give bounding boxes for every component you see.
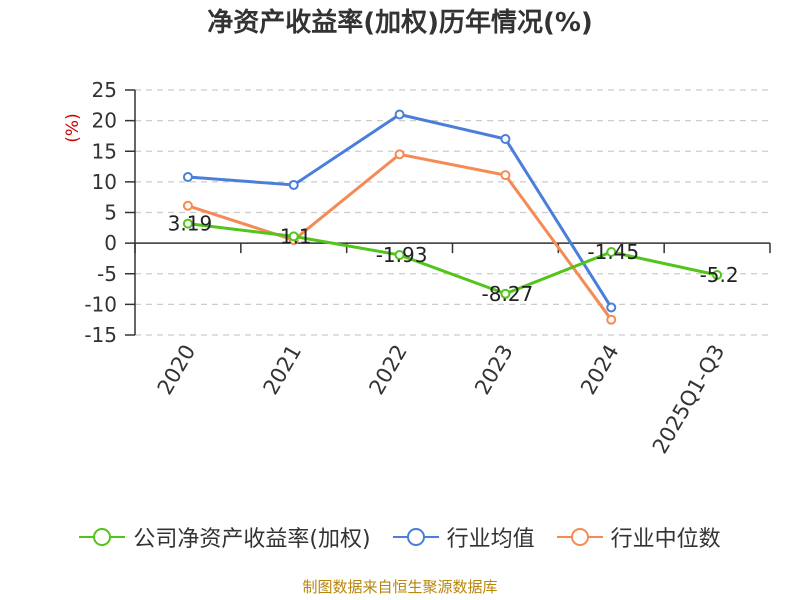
data-label: -5.2: [700, 263, 739, 287]
y-tick-label: 5: [104, 201, 117, 225]
data-point[interactable]: [606, 302, 617, 313]
data-point[interactable]: [500, 288, 511, 299]
legend-marker-icon: [79, 528, 126, 546]
y-tick-label: 20: [92, 109, 117, 133]
y-axis-label: (%): [63, 113, 83, 142]
data-point[interactable]: [182, 171, 193, 182]
axes: 25 20 15 10 5 0 -5 -10 -15 2020 2021 2022 2023 2024 20…: [84, 78, 771, 458]
legend-label: 行业均值: [446, 527, 535, 552]
legend-label: 行业中位数: [610, 527, 721, 552]
series-line: [187, 222, 718, 296]
data-label: 3.19: [168, 212, 213, 236]
chart-title: 净资产收益率(加权)历年情况(%): [207, 8, 593, 38]
legend-marker-icon: [392, 528, 439, 546]
series-lines: [182, 109, 723, 325]
data-point[interactable]: [712, 269, 723, 280]
x-tick-label: 2020: [153, 341, 201, 399]
legend-item[interactable]: 行业均值: [392, 521, 535, 553]
grid-lines: [135, 89, 770, 336]
legend-marker-icon: [556, 528, 603, 546]
source-note: 制图数据来自恒生聚源数据库: [302, 578, 498, 596]
data-point[interactable]: [288, 179, 299, 190]
legend-item[interactable]: 行业中位数: [556, 521, 721, 553]
data-label: -1.45: [587, 240, 639, 264]
data-point[interactable]: [394, 149, 405, 160]
data-label: -1.93: [376, 243, 428, 267]
data-label: 1.1: [280, 224, 312, 248]
y-tick-label: -5: [97, 262, 117, 286]
y-tick-label: -10: [84, 292, 117, 316]
legend: 公司净资产收益率(加权) 行业均值 行业中位数: [0, 520, 800, 554]
series-line: [187, 152, 613, 321]
data-point[interactable]: [500, 134, 511, 144]
data-point[interactable]: [182, 218, 193, 229]
x-tick-label: 2024: [576, 341, 624, 399]
data-point[interactable]: [182, 200, 193, 211]
x-tick-label: 2025Q1-Q3: [648, 341, 730, 458]
legend-item[interactable]: 公司净资产收益率(加权): [79, 521, 371, 553]
y-tick-label: 15: [92, 139, 117, 163]
y-tick-label: 25: [92, 78, 117, 102]
data-point[interactable]: [606, 314, 617, 325]
data-point[interactable]: [394, 249, 405, 260]
x-tick-label: 2021: [259, 341, 307, 399]
x-tick-label: 2023: [470, 341, 518, 399]
data-point[interactable]: [288, 231, 299, 242]
y-tick-label: 0: [104, 231, 117, 255]
y-tick-label: -15: [84, 323, 117, 347]
data-point[interactable]: [606, 247, 617, 258]
legend-label: 公司净资产收益率(加权): [133, 527, 371, 552]
data-labels: 3.19 1.1 -1.93 -8.27 -1.45 -5.2: [168, 212, 739, 306]
data-point[interactable]: [394, 109, 405, 120]
data-point[interactable]: [500, 170, 511, 181]
x-tick-label: 2022: [364, 341, 412, 399]
y-tick-label: 10: [92, 170, 117, 194]
data-label: -8.27: [482, 282, 534, 306]
